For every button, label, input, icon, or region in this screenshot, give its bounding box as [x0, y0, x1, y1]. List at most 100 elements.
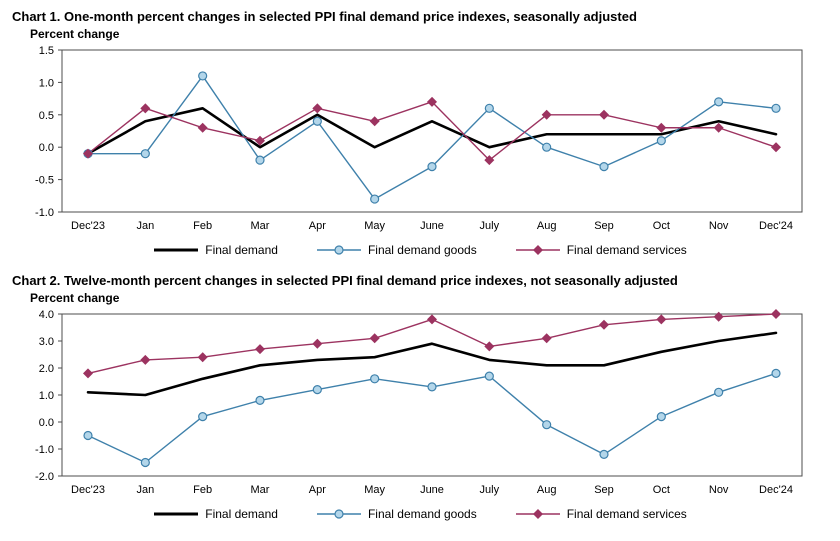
- chart-1-legend: Final demand Final demand goods Final dema…: [0, 238, 840, 262]
- series-marker: [713, 311, 724, 322]
- legend-item: Final demand goods: [316, 243, 477, 257]
- x-tick-label: Mar: [251, 220, 270, 232]
- x-tick-label: Feb: [193, 220, 212, 232]
- legend-label: Final demand services: [566, 507, 687, 521]
- chart-2-line-chart: 4.0 3.0 2.0 1.0 0.0 -1.0 -2.0 Dec'23 Jan Feb Mar Ap…: [0, 306, 840, 502]
- x-tick-label: May: [364, 484, 385, 496]
- legend-line-sample-icon: [154, 512, 199, 516]
- chart-2-legend: Final demand Final demand goods Final dema…: [0, 502, 840, 526]
- series-marker: [714, 387, 724, 397]
- series-marker: [484, 371, 494, 381]
- x-tick-label: Dec'24: [759, 220, 793, 232]
- chart-2-title: Chart 2. Twelve-month percent changes in…: [12, 273, 678, 288]
- legend-line-sample-icon: [316, 245, 361, 255]
- x-tick-label: July: [480, 220, 500, 232]
- series-marker: [197, 122, 208, 133]
- x-tick-label: Dec'24: [759, 484, 793, 496]
- series-marker: [255, 155, 265, 165]
- series-marker: [426, 96, 438, 107]
- legend-item: Final demand goods: [316, 507, 477, 521]
- x-tick-label: Sep: [594, 220, 614, 232]
- line-chart-svg: 1.5 1.0 0.5 0.0 -0.5 -1.0 Dec'23 Jan Feb Mar Apr Ma…: [35, 45, 803, 232]
- series-marker: [370, 374, 380, 384]
- x-tick-label: Nov: [709, 220, 729, 232]
- series-marker: [532, 244, 543, 256]
- x-tick-label: Sep: [594, 484, 614, 496]
- legend-item: Final demand services: [515, 243, 687, 257]
- series-marker: [599, 449, 609, 459]
- series-marker: [532, 508, 543, 520]
- series-marker: [542, 142, 552, 152]
- series-marker: [198, 411, 208, 422]
- series-marker: [140, 103, 151, 114]
- series-marker: [656, 136, 666, 146]
- series-marker: [770, 308, 782, 320]
- x-tick-label: July: [480, 484, 500, 496]
- series-marker: [312, 116, 322, 126]
- series-marker: [427, 162, 437, 172]
- series-marker: [599, 162, 609, 172]
- series-marker: [541, 333, 552, 344]
- legend-label: Final demand goods: [367, 507, 477, 521]
- series-marker: [197, 352, 208, 363]
- series-marker: [140, 457, 150, 468]
- y-tick-label: -2.0: [35, 471, 54, 483]
- series-marker: [312, 103, 323, 114]
- plot-border: [61, 313, 803, 477]
- series-line: [86, 107, 778, 155]
- series-marker: [140, 149, 150, 159]
- y-tick-label: 1.0: [39, 390, 54, 402]
- series-marker: [334, 245, 344, 255]
- legend-item: Final demand: [153, 243, 278, 257]
- x-tick-label: June: [420, 484, 444, 496]
- chart-1-line-chart: 1.5 1.0 0.5 0.0 -0.5 -1.0 Dec'23 Jan Feb Mar Apr Ma…: [0, 42, 840, 238]
- chart-2-block: Chart 2. Twelve-month percent changes in…: [0, 262, 840, 526]
- x-tick-label: Oct: [653, 484, 670, 496]
- series-marker: [369, 333, 380, 344]
- series-marker: [598, 319, 610, 330]
- x-tick-label: Mar: [251, 484, 270, 496]
- y-tick-label: 1.0: [39, 77, 54, 89]
- series-marker: [370, 194, 380, 204]
- legend-label: Final demand goods: [367, 243, 477, 257]
- y-tick-label: 0.0: [39, 417, 54, 429]
- series-marker: [312, 384, 322, 395]
- series-marker: [656, 314, 667, 325]
- x-tick-label: Aug: [537, 220, 557, 232]
- x-tick-label: May: [364, 220, 385, 232]
- series-marker: [83, 430, 93, 441]
- series-marker: [542, 420, 552, 430]
- x-tick-label: Dec'23: [71, 484, 105, 496]
- series-marker: [598, 109, 610, 120]
- series-marker: [713, 122, 724, 133]
- x-tick-label: Apr: [309, 220, 326, 232]
- plot-border: [61, 49, 803, 213]
- series-marker: [484, 155, 495, 166]
- y-tick-label: 2.0: [39, 363, 54, 375]
- legend-item: Final demand: [153, 507, 278, 521]
- x-tick-label: Jan: [136, 484, 154, 496]
- legend-label: Final demand: [205, 507, 278, 521]
- series-marker: [656, 122, 667, 133]
- series-marker: [312, 338, 323, 349]
- legend-label: Final demand services: [566, 243, 687, 257]
- legend-item: Final demand services: [515, 507, 687, 521]
- chart-1-block: Chart 1. One-month percent changes in se…: [0, 0, 840, 262]
- series-marker: [82, 368, 94, 379]
- series-marker: [714, 97, 724, 107]
- series-marker: [656, 411, 666, 422]
- x-tick-label: Feb: [193, 484, 212, 496]
- series-marker: [140, 354, 151, 365]
- x-tick-label: Jan: [136, 220, 154, 232]
- x-tick-label: Oct: [653, 220, 670, 232]
- x-tick-label: Apr: [309, 484, 326, 496]
- series-marker: [426, 314, 438, 325]
- ppi-charts-page: Chart 1. One-month percent changes in se…: [0, 0, 840, 526]
- y-tick-label: 0.5: [39, 110, 54, 122]
- series-line: [86, 331, 778, 397]
- x-tick-label: June: [420, 220, 444, 232]
- series-line: [87, 75, 777, 200]
- series-marker: [484, 103, 494, 113]
- legend-line-sample-icon: [316, 509, 361, 519]
- legend-label: Final demand: [205, 243, 278, 257]
